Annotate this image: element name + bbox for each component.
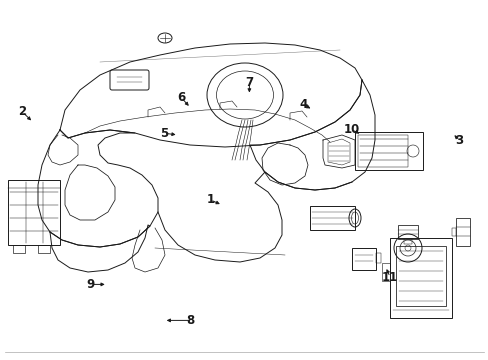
Bar: [13, 245, 25, 253]
Text: 4: 4: [299, 98, 306, 111]
Bar: [309, 206, 354, 230]
Bar: [397, 225, 417, 239]
Text: 2: 2: [18, 105, 26, 118]
Text: 11: 11: [381, 271, 398, 284]
Text: 8: 8: [186, 314, 194, 327]
Bar: [455, 218, 469, 246]
Bar: [8, 180, 60, 245]
Text: 9: 9: [86, 278, 94, 291]
Bar: [381, 263, 389, 281]
Bar: [451, 228, 455, 236]
Text: 5: 5: [160, 127, 167, 140]
Bar: [403, 239, 411, 244]
Bar: [375, 253, 380, 263]
Text: 7: 7: [245, 76, 253, 89]
Text: 3: 3: [455, 134, 463, 147]
Text: 10: 10: [343, 123, 360, 136]
Text: 1: 1: [206, 193, 214, 206]
Bar: [395, 246, 445, 306]
Bar: [354, 132, 422, 170]
Text: 6: 6: [177, 91, 184, 104]
Bar: [351, 248, 375, 270]
Bar: [389, 238, 451, 318]
Bar: [38, 245, 50, 253]
Bar: [357, 135, 407, 167]
